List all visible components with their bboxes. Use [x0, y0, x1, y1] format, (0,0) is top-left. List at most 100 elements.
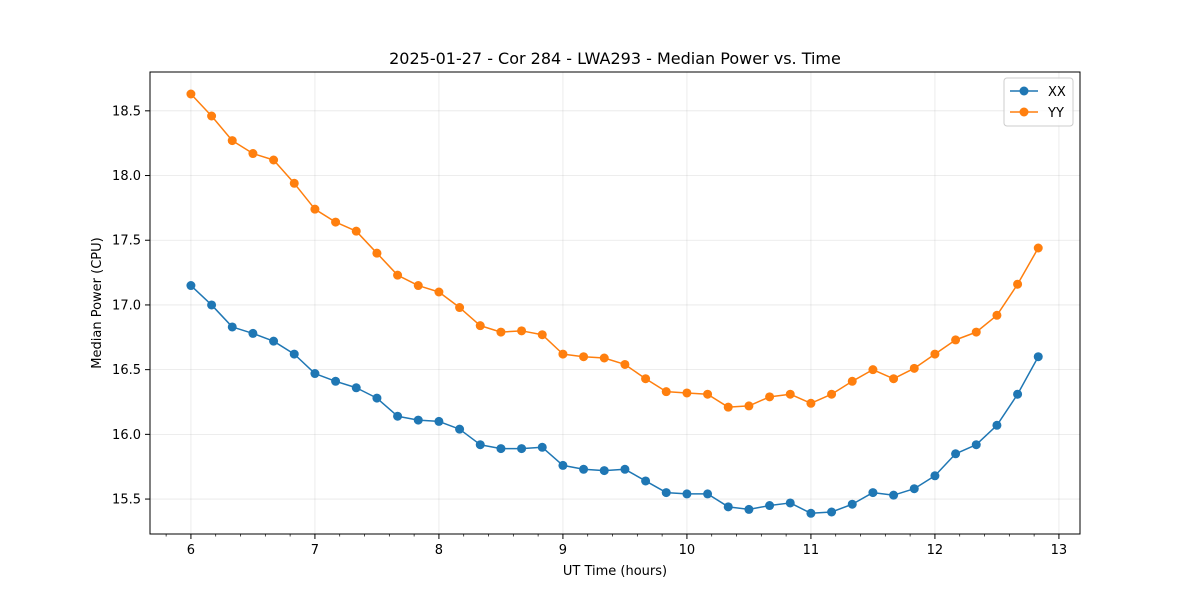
y-tick-label: 17.0 — [112, 298, 141, 313]
data-point-yy — [971, 327, 981, 337]
data-point-xx — [847, 499, 857, 509]
data-point-yy — [517, 326, 527, 336]
data-point-yy — [372, 248, 382, 258]
data-point-xx — [599, 466, 609, 476]
data-point-xx — [785, 498, 795, 508]
data-point-xx — [1013, 389, 1023, 399]
data-point-yy — [661, 387, 671, 397]
data-point-xx — [475, 440, 485, 450]
y-tick-label: 18.5 — [112, 104, 141, 119]
y-tick-label: 18.0 — [112, 169, 141, 184]
data-point-xx — [909, 484, 919, 494]
data-point-yy — [827, 389, 837, 399]
data-point-xx — [806, 508, 816, 518]
data-point-yy — [310, 204, 320, 214]
x-tick-label: 11 — [803, 543, 820, 558]
data-point-yy — [475, 321, 485, 331]
data-point-xx — [455, 424, 465, 434]
chart-title: 2025-01-27 - Cor 284 - LWA293 - Median P… — [389, 49, 841, 68]
data-point-xx — [641, 476, 651, 486]
data-point-xx — [930, 471, 940, 481]
legend-marker-xx — [1019, 86, 1029, 96]
x-tick-label: 9 — [559, 543, 567, 558]
data-point-yy — [537, 330, 547, 340]
data-point-yy — [434, 287, 444, 297]
data-point-xx — [661, 488, 671, 498]
data-point-xx — [971, 440, 981, 450]
data-point-yy — [496, 327, 506, 337]
y-tick-label: 16.0 — [112, 428, 141, 443]
data-point-yy — [393, 270, 403, 280]
data-point-xx — [289, 349, 299, 359]
data-point-yy — [620, 359, 630, 369]
data-point-xx — [682, 489, 692, 499]
data-point-xx — [413, 415, 423, 425]
data-point-xx — [868, 488, 878, 498]
data-point-xx — [1033, 352, 1043, 362]
series-layer — [186, 89, 1043, 518]
data-point-yy — [847, 376, 857, 386]
data-point-yy — [579, 352, 589, 362]
data-point-yy — [868, 365, 878, 375]
data-point-xx — [310, 369, 320, 379]
data-point-yy — [1013, 279, 1023, 289]
data-point-yy — [227, 136, 237, 146]
data-point-yy — [186, 89, 196, 99]
grid — [150, 72, 1080, 534]
data-point-xx — [620, 464, 630, 474]
data-point-xx — [269, 336, 279, 346]
data-point-yy — [641, 374, 651, 384]
legend-marker-yy — [1019, 107, 1029, 117]
data-point-yy — [930, 349, 940, 359]
data-point-xx — [517, 444, 527, 454]
data-point-xx — [889, 490, 899, 500]
x-tick-label: 8 — [435, 543, 443, 558]
data-point-xx — [331, 376, 341, 386]
data-point-xx — [951, 449, 961, 459]
y-tick-label: 16.5 — [112, 363, 141, 378]
data-point-xx — [992, 420, 1002, 430]
x-tick-label: 12 — [927, 543, 944, 558]
data-point-yy — [331, 217, 341, 227]
data-point-yy — [703, 389, 713, 399]
data-point-yy — [413, 281, 423, 291]
data-point-yy — [889, 374, 899, 384]
data-point-yy — [455, 303, 465, 313]
data-point-xx — [537, 442, 547, 452]
data-point-yy — [765, 392, 775, 402]
legend-label-yy: YY — [1047, 106, 1064, 121]
data-point-yy — [951, 335, 961, 345]
data-point-yy — [599, 353, 609, 363]
data-point-yy — [992, 310, 1002, 320]
legend-label-xx: XX — [1048, 85, 1066, 100]
data-point-xx — [227, 322, 237, 332]
data-point-yy — [682, 388, 692, 398]
data-point-xx — [703, 489, 713, 499]
data-point-yy — [558, 349, 568, 359]
y-axis-label: Median Power (CPU) — [90, 237, 105, 368]
data-point-yy — [351, 226, 361, 236]
data-point-xx — [207, 300, 217, 310]
x-tick-label: 6 — [187, 543, 195, 558]
data-point-yy — [207, 111, 217, 121]
data-point-xx — [186, 281, 196, 291]
data-point-yy — [269, 155, 279, 165]
data-point-yy — [1033, 243, 1043, 253]
legend: XX YY — [1003, 77, 1074, 127]
data-point-xx — [496, 444, 506, 454]
x-tick-label: 7 — [311, 543, 319, 558]
data-point-xx — [434, 416, 444, 426]
data-point-xx — [372, 393, 382, 403]
data-point-xx — [723, 502, 733, 512]
data-point-yy — [785, 389, 795, 399]
data-point-yy — [289, 178, 299, 188]
y-tick-label: 15.5 — [112, 493, 141, 508]
x-tick-label: 13 — [1051, 543, 1068, 558]
data-point-xx — [558, 460, 568, 470]
x-tick-label: 10 — [679, 543, 696, 558]
data-point-xx — [744, 504, 754, 514]
data-point-xx — [393, 411, 403, 421]
data-point-yy — [248, 149, 258, 159]
